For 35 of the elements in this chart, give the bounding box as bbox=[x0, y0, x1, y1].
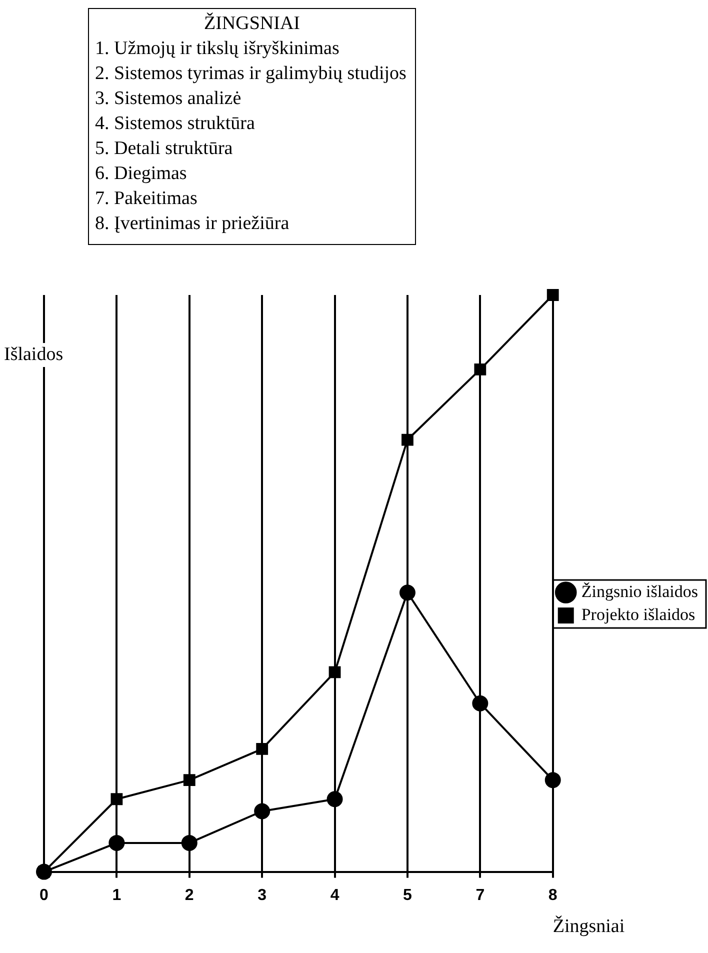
text: 3. Sistemos analizė bbox=[95, 87, 242, 111]
x-tick-label: 4 bbox=[330, 886, 340, 904]
point bbox=[256, 742, 268, 755]
point bbox=[181, 834, 198, 851]
x-tick-label: 0 bbox=[40, 886, 49, 904]
y-axis-title: Išlaidos bbox=[4, 344, 64, 365]
point bbox=[328, 666, 341, 678]
text: 4. Sistemos struktūra bbox=[95, 112, 256, 136]
text: 8. Įvertinimas ir priežiūra bbox=[95, 212, 290, 236]
point bbox=[326, 791, 343, 808]
x-tick-label: 7 bbox=[476, 886, 485, 904]
point bbox=[183, 774, 196, 786]
legend-label: Žingsnio išlaidos bbox=[581, 582, 698, 601]
point bbox=[108, 834, 125, 851]
point bbox=[399, 584, 416, 601]
x-tick-label: 5 bbox=[403, 886, 412, 904]
point bbox=[474, 363, 486, 376]
point bbox=[544, 772, 561, 788]
point bbox=[546, 289, 559, 301]
point bbox=[472, 695, 488, 712]
x-tick-label: 3 bbox=[258, 886, 267, 904]
text: 5. Detali struktūra bbox=[95, 137, 234, 161]
legend-label: Projekto išlaidos bbox=[581, 604, 696, 624]
x-tick-label: 1 bbox=[112, 886, 122, 904]
x-tick-label: 2 bbox=[184, 886, 194, 904]
text: 2. Sistemos tyrimas ir galimybių studijos bbox=[95, 62, 408, 86]
point bbox=[254, 803, 270, 820]
point bbox=[402, 434, 414, 446]
text: 7. Pakeitimas bbox=[95, 187, 198, 211]
x-axis-title: Žingsniai bbox=[552, 914, 625, 937]
point bbox=[110, 793, 123, 806]
text: 1. Užmojų ir tikslų išryškinimas bbox=[95, 37, 340, 61]
x-tick-label: 8 bbox=[548, 886, 558, 904]
text: ŽINGSNIAI bbox=[202, 12, 302, 36]
text: 6. Diegimas bbox=[95, 162, 188, 186]
